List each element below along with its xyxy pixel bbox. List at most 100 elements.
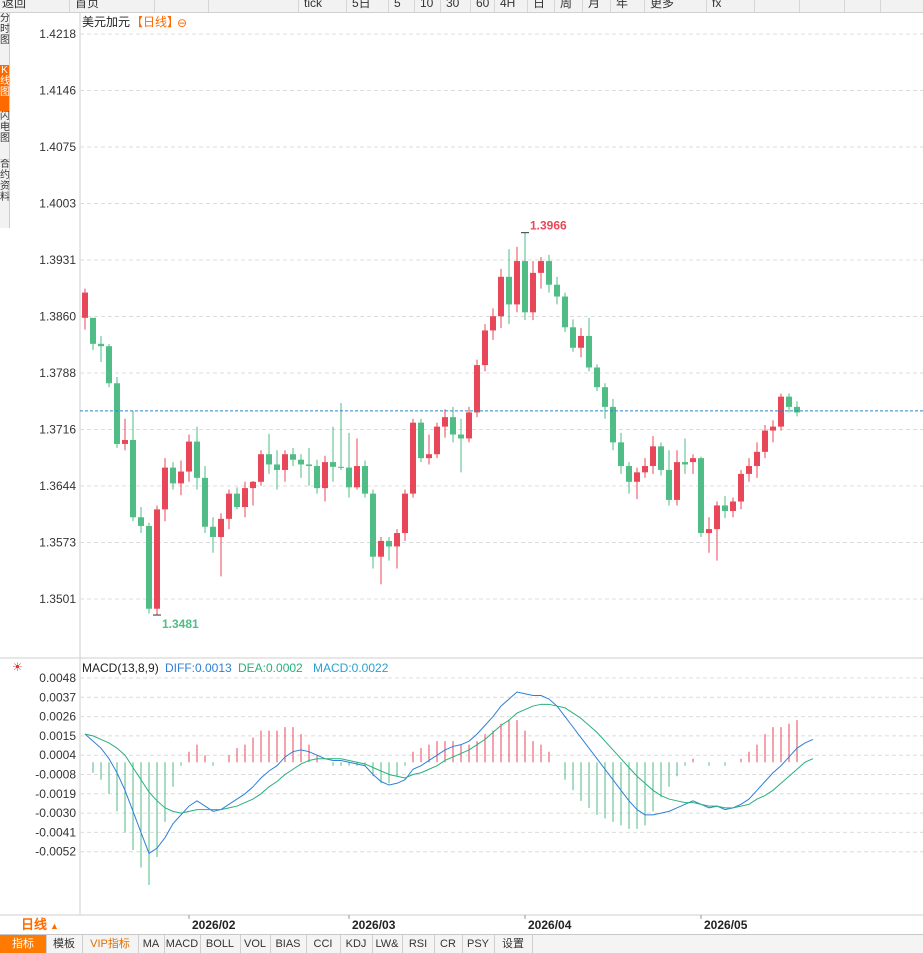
candle-body [650, 446, 656, 467]
candle-body [202, 477, 208, 527]
toolbar-item-6[interactable]: 5 [394, 0, 401, 10]
x-axis-label: 2026/05 [704, 918, 748, 932]
toolbar-item-5[interactable]: 5日 [352, 0, 371, 10]
candle-body [674, 462, 680, 500]
macd-settings-icon[interactable]: ☀ [12, 660, 23, 674]
candle-body [554, 284, 560, 297]
macd-tick-label: 0.0015 [39, 729, 76, 743]
price-tick-label: 1.3931 [39, 253, 76, 267]
toolbar-divider [470, 0, 471, 12]
indicator-tab-13[interactable]: PSY [462, 935, 495, 953]
candles [82, 232, 800, 616]
macd-value-label: MACD:0.0022 [313, 661, 389, 675]
macd-histogram [92, 720, 798, 886]
toolbar-item-11[interactable]: 日 [533, 0, 546, 10]
indicator-tab-0[interactable]: 指标 [0, 935, 47, 953]
x-axis-label: 2026/03 [352, 918, 396, 932]
indicator-tab-10[interactable]: LW& [372, 935, 403, 953]
candle-body [442, 417, 448, 427]
candlestick-chart[interactable]: 1.4218 1.4146 1.4075 1.4003 1.3931 1.3860 1.37… [0, 13, 923, 934]
toolbar-item-9[interactable]: 60 [476, 0, 490, 10]
macd-tick-label: -0.0008 [35, 768, 76, 782]
indicator-tab-3[interactable]: MA [138, 935, 165, 953]
indicator-tab-5[interactable]: BOLL [200, 935, 241, 953]
candle-body [586, 335, 592, 368]
indicator-tab-4[interactable]: MACD [164, 935, 201, 953]
indicator-tab-2[interactable]: VIP指标 [82, 935, 139, 953]
toolbar-divider [844, 0, 845, 12]
candle-body [266, 454, 272, 465]
toolbar-item-12[interactable]: 周 [560, 0, 573, 10]
toolbar-item-1[interactable]: 首页 [75, 0, 100, 10]
indicator-tab-11[interactable]: RSI [402, 935, 435, 953]
candle-body [122, 440, 128, 444]
toolbar-divider [298, 0, 299, 12]
candle-body [170, 467, 176, 484]
toolbar-divider [494, 0, 495, 12]
price-tick-label: 1.4075 [39, 140, 76, 154]
toolbar-item-0[interactable]: 返回 [2, 0, 27, 10]
candle-body [242, 488, 248, 508]
candle-body [642, 466, 648, 473]
side-tab-1[interactable]: K线图 [0, 65, 9, 112]
candle-body [394, 533, 400, 547]
macd-tick-label: -0.0019 [35, 787, 76, 801]
candle-body [722, 505, 728, 511]
candle-body [178, 471, 184, 484]
candle-body [314, 466, 320, 489]
toolbar-item-14[interactable]: 年 [616, 0, 629, 10]
candle-body [706, 529, 712, 534]
toolbar-item-7[interactable]: 10 [420, 0, 434, 10]
candle-body [330, 462, 336, 467]
candle-body [490, 316, 496, 331]
toolbar-item-13[interactable]: 月 [588, 0, 601, 10]
toolbar-item-4[interactable]: tick [304, 0, 322, 10]
side-tab-3[interactable]: 合约资料 [0, 159, 9, 228]
toolbar-divider [414, 0, 415, 12]
side-tabs: 分时图 K线图 闪电图 合约资料 [0, 13, 10, 228]
candle-body [482, 330, 488, 366]
toolbar-item-16[interactable]: fx [712, 0, 722, 10]
toolbar-divider [754, 0, 755, 12]
candle-body [626, 466, 632, 482]
toolbar-divider [440, 0, 441, 12]
period-selector[interactable]: 日线 ▲ [0, 916, 80, 934]
candle-body [514, 261, 520, 305]
indicator-tab-1[interactable]: 模板 [46, 935, 83, 953]
candle-body [210, 526, 216, 537]
candle-body [458, 434, 464, 439]
candle-body [298, 459, 304, 465]
candle-body [90, 317, 96, 344]
candle-body [594, 367, 600, 388]
candle-body [154, 509, 160, 609]
indicator-tab-7[interactable]: BIAS [270, 935, 307, 953]
chart-settings-icon[interactable]: ⊖ [177, 16, 187, 30]
side-tab-2[interactable]: 闪电图 [0, 111, 9, 160]
candle-body [138, 517, 144, 526]
candle-body [466, 412, 472, 439]
toolbar-item-10[interactable]: 4H [500, 0, 516, 10]
indicator-tab-12[interactable]: CR [434, 935, 463, 953]
macd-tick-label: 0.0026 [39, 710, 76, 724]
candle-body [698, 458, 704, 534]
indicator-tab-9[interactable]: KDJ [340, 935, 373, 953]
candle-body [354, 466, 360, 488]
indicator-tab-8[interactable]: CCI [306, 935, 341, 953]
macd-title: MACD(13,8,9) [82, 661, 159, 675]
candle-body [146, 525, 152, 609]
candle-body [186, 441, 192, 472]
max-price-label: 1.3966 [530, 219, 567, 233]
candle-body [762, 430, 768, 452]
toolbar-divider [644, 0, 645, 12]
period-arrow-icon: ▲ [50, 921, 59, 931]
candle-body [450, 417, 456, 435]
toolbar-divider [610, 0, 611, 12]
indicator-bar: 指标 模板 VIP指标 MA MACD BOLL VOL BIAS CCI KDJ LW& RSI CR… [0, 934, 923, 953]
candle-body [666, 469, 672, 500]
indicator-tab-14[interactable]: 设置 [494, 935, 533, 953]
x-axis-label: 2026/04 [528, 918, 572, 932]
indicator-tab-6[interactable]: VOL [240, 935, 271, 953]
macd-tick-label: 0.0048 [39, 671, 76, 685]
toolbar-item-8[interactable]: 30 [446, 0, 460, 10]
toolbar-item-15[interactable]: 更多 [650, 0, 675, 10]
